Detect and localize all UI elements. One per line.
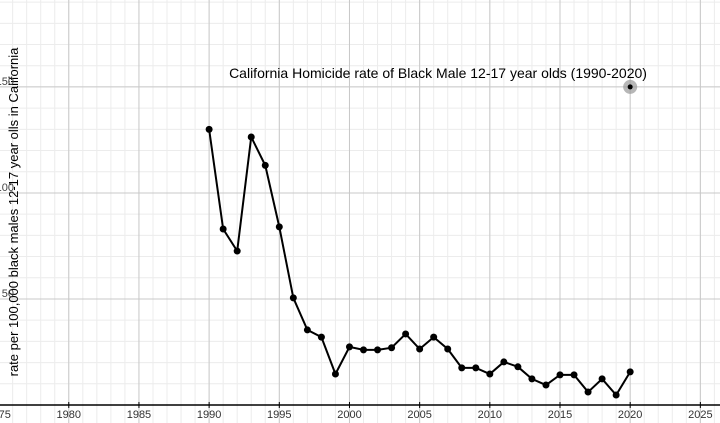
data-point xyxy=(514,363,522,371)
x-tick-label: 2010 xyxy=(478,409,502,421)
data-point xyxy=(626,368,634,376)
data-point xyxy=(205,125,213,133)
data-point xyxy=(261,161,269,169)
annotation: California Homicide rate of Black Male 1… xyxy=(229,65,647,81)
data-point xyxy=(542,381,550,389)
data-point xyxy=(388,344,396,352)
data-point xyxy=(598,375,606,383)
data-point xyxy=(374,346,382,354)
data-point xyxy=(219,225,227,233)
data-point xyxy=(444,345,452,353)
y-tick-label: 100 xyxy=(0,182,14,194)
data-point xyxy=(247,133,255,141)
x-tick-label: 2000 xyxy=(337,409,361,421)
data-point xyxy=(416,345,424,353)
data-point xyxy=(430,333,438,341)
x-tick-label: 2020 xyxy=(618,409,642,421)
highlight-point xyxy=(627,84,633,90)
data-point xyxy=(528,375,536,383)
data-point xyxy=(317,333,325,341)
x-tick-label: 1995 xyxy=(267,409,291,421)
x-tick-label: 2015 xyxy=(548,409,572,421)
y-axis-label: rate per 100,000 black males 12-17 year … xyxy=(6,47,21,377)
data-point xyxy=(303,326,311,334)
data-point xyxy=(570,371,578,379)
data-point xyxy=(360,346,368,354)
data-point xyxy=(612,391,620,399)
data-point xyxy=(556,371,564,379)
data-point xyxy=(584,388,592,396)
x-tick-label: 2025 xyxy=(688,409,712,421)
x-tick-label: 1975 xyxy=(0,409,11,421)
data-point xyxy=(345,343,353,351)
x-tick-label: 1980 xyxy=(57,409,81,421)
data-point xyxy=(486,370,494,378)
x-tick-label: 1985 xyxy=(127,409,151,421)
data-point xyxy=(233,247,241,255)
data-point xyxy=(275,223,283,231)
x-tick-label: 1990 xyxy=(197,409,221,421)
data-point xyxy=(331,370,339,378)
data-point xyxy=(500,358,508,366)
y-tick-label: 150 xyxy=(0,76,14,88)
x-tick-label: 2005 xyxy=(407,409,431,421)
data-point xyxy=(402,330,410,338)
data-point xyxy=(472,364,480,372)
data-point xyxy=(289,294,297,302)
data-point xyxy=(458,364,466,372)
y-tick-label: 50 xyxy=(2,288,14,300)
